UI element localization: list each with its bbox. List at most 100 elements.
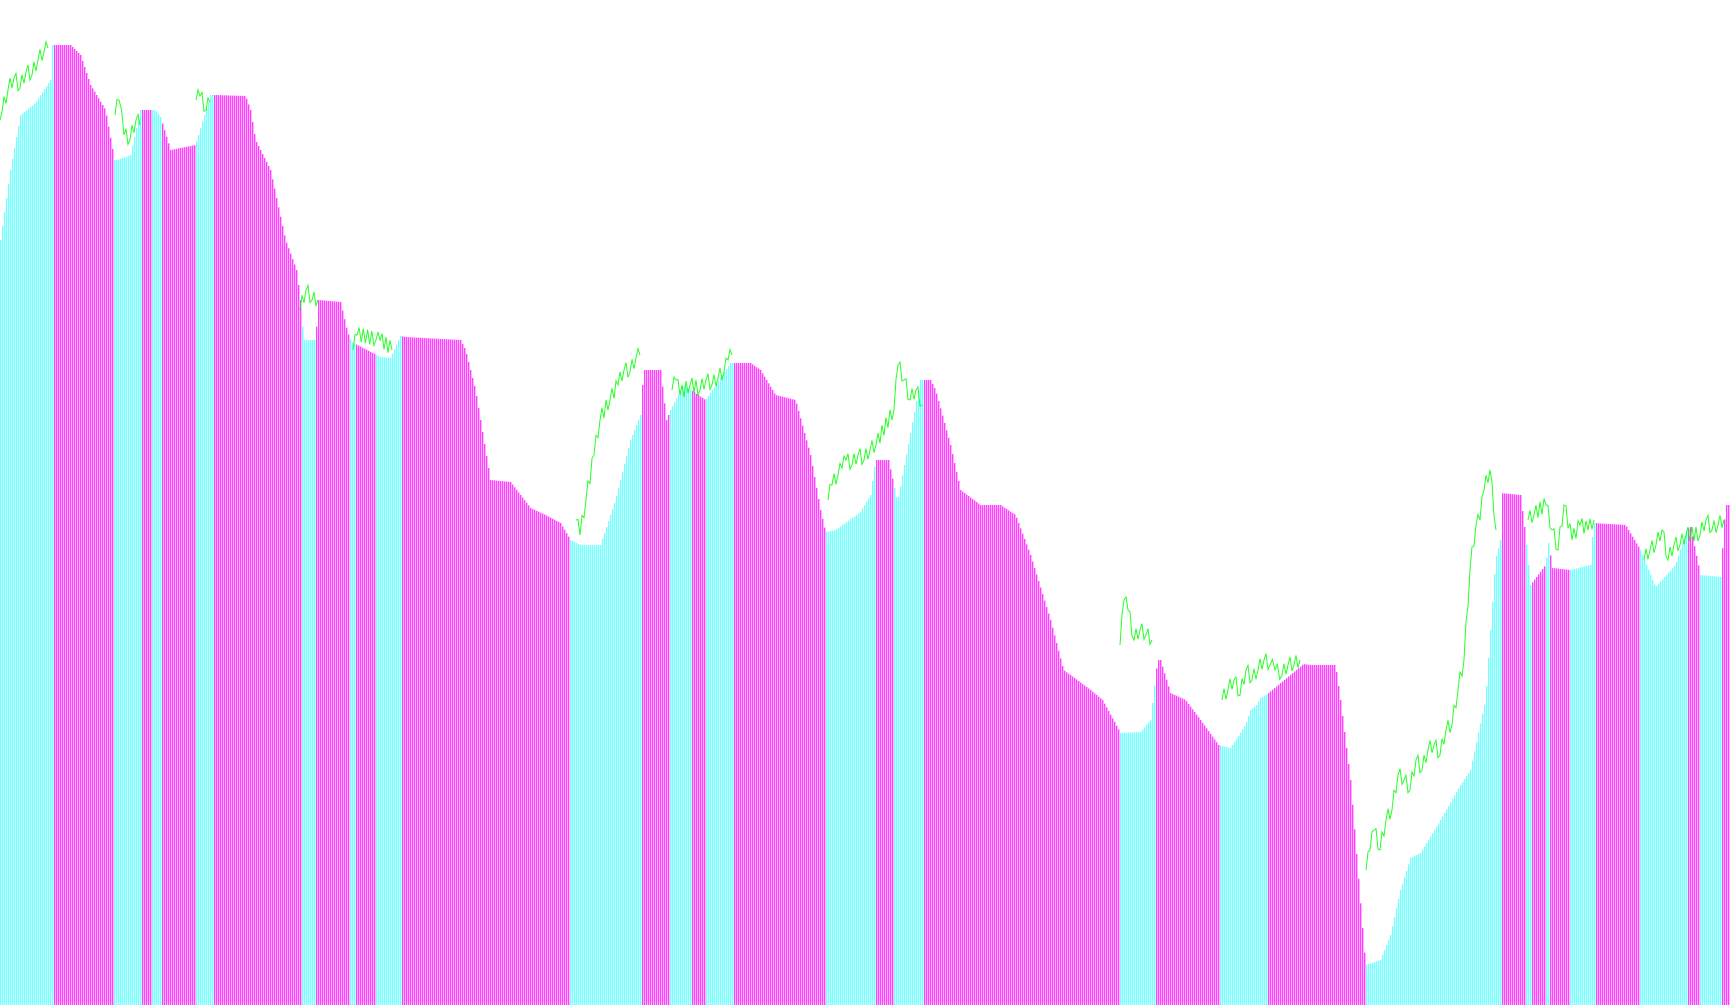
bull-bar (900, 486, 902, 1005)
bear-bar (926, 380, 928, 1005)
bear-bar (698, 395, 700, 1005)
bear-bar (288, 248, 290, 1005)
bull-bar (828, 531, 830, 1005)
bear-bar (1066, 672, 1068, 1005)
bull-bar (902, 475, 904, 1005)
bear-bar (110, 137, 112, 1005)
bear-bar (794, 399, 796, 1005)
bull-bar (620, 480, 622, 1005)
bull-bar (1368, 964, 1370, 1005)
bear-bar (1634, 540, 1636, 1005)
bear-bar (338, 301, 340, 1005)
bull-bar (1444, 813, 1446, 1005)
bear-bar (294, 264, 296, 1005)
bull-bar (24, 111, 26, 1005)
bear-bar (1090, 690, 1092, 1005)
bear-bar (742, 363, 744, 1005)
bear-bar (292, 259, 294, 1005)
bull-bar (838, 527, 840, 1005)
bull-bar (134, 137, 136, 1005)
bull-bar (1226, 747, 1228, 1005)
bear-bar (256, 142, 258, 1005)
bear-bar (440, 338, 442, 1005)
bear-bar (814, 477, 816, 1005)
bull-bar (1548, 543, 1550, 1005)
bear-bar (812, 466, 814, 1005)
bull-bar (1678, 555, 1680, 1005)
bear-bar (436, 338, 438, 1005)
bull-bar (640, 415, 642, 1005)
bear-bar (1168, 686, 1170, 1005)
bull-bar (126, 156, 128, 1005)
bull-bar (678, 394, 680, 1005)
bear-bar (164, 130, 166, 1005)
bear-bar (534, 509, 536, 1005)
bear-bar (1170, 693, 1172, 1005)
bull-bar (610, 515, 612, 1005)
bear-bar (244, 95, 246, 1005)
bear-bar (468, 362, 470, 1005)
bull-bar (1702, 575, 1704, 1005)
bear-bar (460, 340, 462, 1005)
bear-bar (482, 432, 484, 1005)
bear-bar (796, 403, 798, 1005)
bear-bar (170, 150, 172, 1005)
bear-bar (1114, 722, 1116, 1005)
bear-bar (182, 147, 184, 1005)
bull-bar (862, 508, 864, 1005)
bear-bar (78, 53, 80, 1005)
bear-bar (1288, 676, 1290, 1005)
bull-bar (1254, 706, 1256, 1005)
bear-bar (1022, 533, 1024, 1005)
bear-bar (1026, 544, 1028, 1005)
bear-bar (150, 110, 152, 1005)
bear-bar (816, 488, 818, 1005)
bear-bar (1206, 728, 1208, 1005)
bear-bar (762, 373, 764, 1005)
bull-bar (1408, 864, 1410, 1005)
bear-bar (1084, 685, 1086, 1005)
bull-bar (380, 357, 382, 1005)
bear-bar (1612, 524, 1614, 1005)
bear-bar (1072, 676, 1074, 1005)
bear-bar (250, 110, 252, 1005)
bear-bar (166, 136, 168, 1005)
bull-bar (156, 111, 158, 1005)
bull-bar (712, 389, 714, 1005)
bull-bar (1136, 732, 1138, 1005)
bull-bar (1496, 556, 1498, 1005)
bear-bar (1104, 703, 1106, 1005)
bear-bar (642, 385, 644, 1005)
bear-bar (978, 503, 980, 1005)
bull-bar (688, 388, 690, 1005)
bull-bar (1148, 722, 1150, 1005)
bull-bar (1528, 565, 1530, 1005)
bear-bar (1564, 569, 1566, 1005)
bear-bar (1164, 673, 1166, 1005)
bull-bar (1142, 729, 1144, 1005)
bear-bar (476, 396, 478, 1005)
bear-bar (274, 188, 276, 1005)
bear-bar (1726, 505, 1728, 1005)
bear-bar (230, 95, 232, 1005)
bear-bar (1042, 594, 1044, 1005)
bull-bar (616, 496, 618, 1005)
bull-bar (898, 496, 900, 1005)
bear-bar (1562, 569, 1564, 1005)
bear-bar (246, 98, 248, 1005)
bull-bar (592, 545, 594, 1005)
bull-bar (44, 89, 46, 1005)
bear-bar (1314, 665, 1316, 1005)
bear-bar (318, 300, 320, 1005)
bull-bar (38, 98, 40, 1005)
bull-bar (128, 155, 130, 1005)
bull-bar (908, 443, 910, 1005)
bull-bar (1150, 720, 1152, 1005)
bull-bar (916, 401, 918, 1005)
bear-bar (1604, 523, 1606, 1005)
bear-bar (446, 339, 448, 1005)
bear-bar (222, 95, 224, 1005)
bull-bar (840, 526, 842, 1005)
bear-bar (60, 45, 62, 1005)
bear-bar (258, 146, 260, 1005)
